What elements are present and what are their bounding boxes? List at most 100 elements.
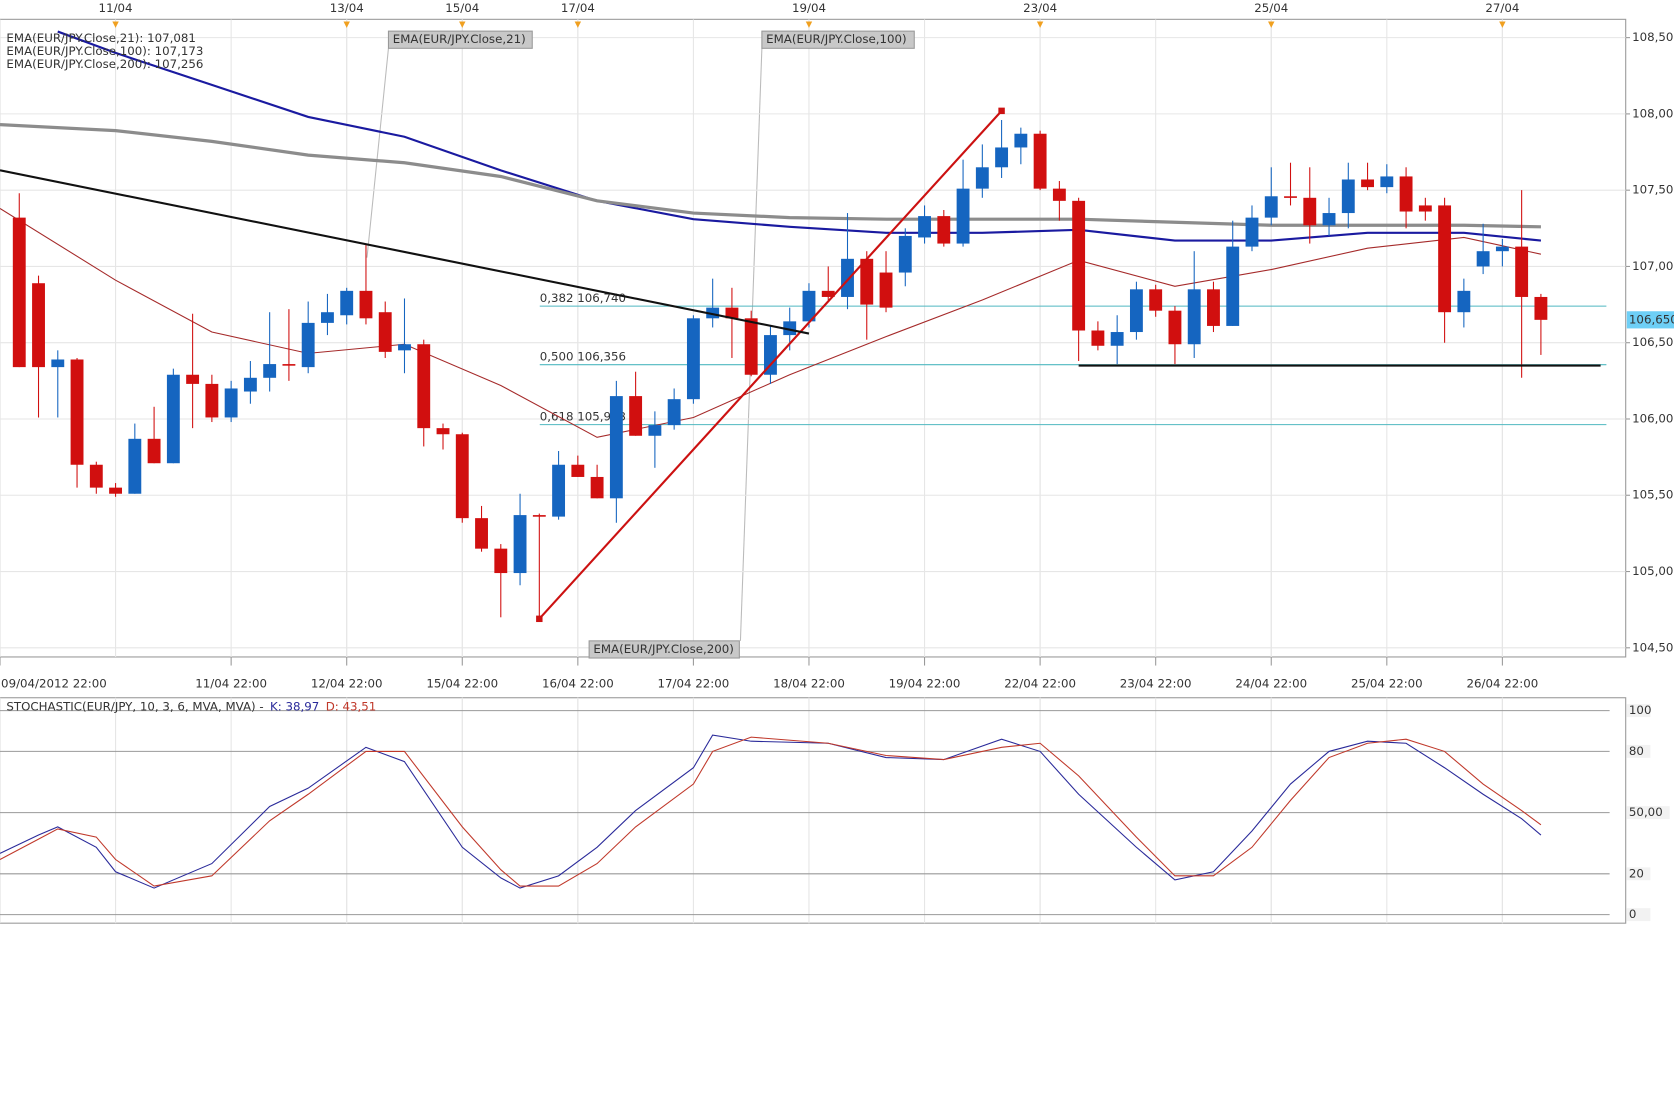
x-tick-label: 18/04 22:00 — [773, 676, 845, 690]
candle-body — [860, 258, 874, 305]
y-tick-label: 107,00 — [1632, 259, 1673, 273]
x-tick-label: 22/04 22:00 — [1004, 676, 1076, 690]
candle-body — [70, 359, 84, 465]
top-tick-marker — [1268, 21, 1275, 28]
candle-body — [783, 321, 797, 336]
candle-body — [802, 290, 816, 322]
candle-body — [1534, 296, 1548, 320]
top-tick-marker — [343, 21, 350, 28]
candle-body — [1438, 205, 1452, 313]
candle-body — [1072, 200, 1086, 331]
candle-body — [956, 188, 970, 244]
trend-line — [0, 169, 810, 335]
x-tick-label: 11/04 22:00 — [195, 676, 267, 690]
candle-body — [706, 307, 720, 319]
candle-body — [205, 383, 219, 418]
x-tick-label: 17/04 22:00 — [658, 676, 730, 690]
legend-entry: EMA(EUR/JPY.Close,100): 107,173 — [6, 44, 203, 58]
annotation-box — [387, 30, 533, 49]
top-tick-label: 15/04 — [445, 1, 479, 15]
candle-body — [1457, 290, 1471, 313]
candle-body — [513, 515, 527, 574]
candle-body — [186, 374, 200, 384]
top-tick-marker — [805, 21, 813, 28]
candle-body — [764, 335, 777, 375]
fib-label: 0,618 105,963 — [540, 410, 626, 424]
x-tick-label: 19/04 22:00 — [889, 676, 961, 690]
y-tick-label: 100 — [1629, 703, 1652, 717]
candle-body — [51, 359, 65, 368]
y-tick-label: 105,50 — [1632, 488, 1673, 502]
stoch-panel — [0, 697, 1627, 924]
candle-body — [12, 217, 26, 368]
candle-body — [398, 344, 411, 351]
x-tick-label: 25/04 22:00 — [1351, 676, 1423, 690]
candle-body — [166, 374, 180, 464]
candle-body — [898, 235, 912, 273]
legend-entry: K: 38,97 — [270, 699, 319, 713]
candle-body — [1129, 289, 1143, 333]
top-tick-label: 23/04 — [1023, 1, 1057, 15]
top-tick-label: 27/04 — [1485, 1, 1519, 15]
x-tick-label: 26/04 22:00 — [1467, 676, 1539, 690]
candle-body — [1418, 205, 1432, 212]
y-tick-box — [1626, 704, 1651, 718]
candle-body — [147, 438, 161, 464]
candle-body — [32, 283, 45, 368]
y-tick-label: 104,50 — [1632, 640, 1673, 654]
top-tick-label: 11/04 — [99, 1, 133, 15]
trend-line — [538, 110, 1003, 620]
candle-body — [879, 272, 893, 308]
last-price-label: 106,650 — [1629, 312, 1674, 326]
candle-body — [1226, 246, 1240, 326]
candle-body — [667, 399, 681, 426]
candle-body — [455, 434, 469, 519]
top-tick-marker — [1499, 21, 1506, 28]
candle-body — [282, 364, 296, 366]
y-tick-label: 106,00 — [1632, 411, 1673, 425]
candle-body — [243, 377, 257, 392]
candle-body — [686, 318, 700, 400]
candle-body — [1284, 196, 1297, 198]
ema-line — [0, 208, 1542, 438]
y-tick-box — [1626, 806, 1670, 820]
candle-body — [494, 548, 508, 574]
candle-body — [1322, 213, 1336, 226]
candle-body — [1399, 176, 1413, 212]
x-tick-label: 12/04 22:00 — [311, 676, 383, 690]
top-tick-label: 17/04 — [561, 1, 595, 15]
candle-body — [1380, 176, 1394, 188]
top-tick-label: 19/04 — [792, 1, 826, 15]
top-tick-label: 25/04 — [1254, 1, 1288, 15]
x-tick-label: 24/04 22:00 — [1235, 676, 1307, 690]
x-tick-label: 09/04/2012 22:00 — [1, 676, 107, 690]
candle-body — [1245, 217, 1259, 247]
candle-body — [821, 290, 835, 297]
stoch-title-text: STOCHASTIC(EUR/JPY, 10, 3, 6, MVA, MVA) … — [6, 699, 263, 713]
candle-body — [590, 476, 604, 499]
candle-body — [378, 312, 392, 352]
y-tick-label: 20 — [1629, 866, 1644, 880]
y-tick-box — [1626, 908, 1651, 922]
fib-label: 0,500 106,356 — [540, 350, 626, 364]
candle-body — [648, 425, 662, 436]
candle-body — [1361, 179, 1374, 188]
candle-body — [128, 438, 142, 494]
candle-body — [609, 396, 623, 499]
legend-entry: EMA(EUR/JPY.Close,21): 107,081 — [6, 31, 195, 45]
candle-body — [224, 388, 238, 418]
candle-body — [1033, 133, 1047, 189]
annotation-label: EMA(EUR/JPY.Close,100) — [766, 32, 906, 46]
candle-body — [1187, 289, 1201, 345]
x-tick-label: 15/04 22:00 — [426, 676, 498, 690]
y-tick-label: 80 — [1629, 744, 1644, 758]
y-tick-box — [1626, 744, 1651, 758]
candle-body — [1014, 133, 1028, 148]
fib-label: 0,382 106,740 — [540, 291, 626, 305]
candle-body — [937, 216, 951, 244]
leader — [366, 48, 389, 258]
main-panel — [0, 18, 1627, 658]
legend-entry: EMA(EUR/JPY.Close,200): 107,256 — [6, 57, 203, 71]
candle-body — [1149, 289, 1163, 311]
